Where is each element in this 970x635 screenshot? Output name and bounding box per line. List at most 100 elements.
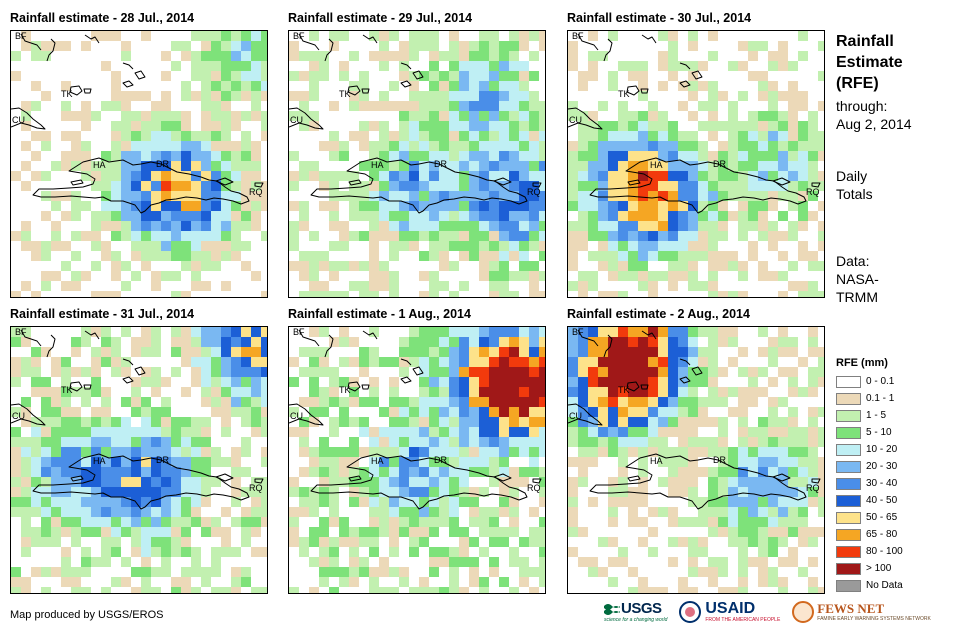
rainfall-cell	[379, 31, 389, 41]
rainfall-cell	[429, 111, 439, 121]
rainfall-cell	[718, 497, 728, 507]
rainfall-cell	[231, 327, 241, 337]
rainfall-cell	[419, 131, 429, 141]
rainfall-cell	[91, 31, 101, 41]
rainfall-cell	[648, 281, 658, 291]
rainfall-cell	[289, 231, 299, 241]
rainfall-cell	[748, 181, 758, 191]
rainfall-cell	[718, 397, 728, 407]
rainfall-cell	[618, 447, 628, 457]
rainfall-cell	[251, 427, 261, 437]
rainfall-cell	[71, 587, 81, 593]
rainfall-cell	[211, 151, 221, 161]
rainfall-cell	[201, 131, 211, 141]
rainfall-cell	[588, 557, 598, 567]
panel-title-2: Rainfall estimate - 29 Jul., 2014	[288, 11, 473, 25]
rainfall-cell	[241, 221, 251, 231]
rainfall-cell	[379, 281, 389, 291]
rainfall-cell	[658, 447, 668, 457]
rainfall-cell	[778, 497, 788, 507]
rainfall-cell	[688, 417, 698, 427]
rainfall-cell	[11, 377, 21, 387]
rainfall-cell	[171, 537, 181, 547]
rainfall-cell	[101, 477, 111, 487]
rainfall-cell	[818, 467, 824, 477]
rainfall-cell	[161, 507, 171, 517]
rainfall-cell	[459, 241, 469, 251]
rainfall-cell	[241, 71, 251, 81]
rainfall-cell	[379, 407, 389, 417]
rainfall-cell	[588, 141, 598, 151]
rainfall-cell	[191, 211, 201, 221]
rainfall-cell	[738, 211, 748, 221]
rainfall-cell	[758, 91, 768, 101]
rainfall-cell	[788, 221, 798, 231]
rainfall-cell	[499, 457, 509, 467]
rainfall-cell	[668, 447, 678, 457]
rainfall-cell	[688, 181, 698, 191]
rainfall-cell	[678, 587, 688, 593]
rainfall-cell	[171, 547, 181, 557]
rainfall-cell	[171, 121, 181, 131]
rainfall-cell	[728, 327, 738, 337]
rainfall-cell	[708, 241, 718, 251]
rainfall-cell	[191, 547, 201, 557]
rainfall-cell	[71, 271, 81, 281]
rainfall-cell	[379, 61, 389, 71]
rainfall-cell	[221, 347, 231, 357]
rainfall-cell	[399, 141, 409, 151]
rainfall-cell	[469, 497, 479, 507]
rainfall-cell	[489, 151, 499, 161]
rainfall-cell	[499, 261, 509, 271]
rainfall-cell	[41, 487, 51, 497]
rainfall-cell	[509, 81, 519, 91]
rainfall-cell	[459, 427, 469, 437]
rainfall-cell	[241, 437, 251, 447]
coastline-tk1	[347, 381, 361, 392]
rainfall-cell	[101, 537, 111, 547]
rainfall-cell	[608, 377, 618, 387]
rainfall-cell	[638, 387, 648, 397]
rainfall-cell	[708, 387, 718, 397]
rainfall-cell	[31, 131, 41, 141]
rainfall-cell	[309, 587, 319, 593]
rainfall-cell	[469, 111, 479, 121]
rainfall-cell	[409, 231, 419, 241]
rainfall-cell	[588, 201, 598, 211]
rainfall-cell	[678, 337, 688, 347]
rainfall-cell	[61, 357, 71, 367]
rainfall-cell	[499, 41, 509, 51]
rainfall-cell	[161, 121, 171, 131]
rainfall-cell	[231, 211, 241, 221]
rainfall-cell	[678, 327, 688, 337]
rainfall-cell	[568, 141, 578, 151]
rainfall-cell	[509, 347, 519, 357]
rainfall-cell	[289, 357, 299, 367]
rainfall-cell	[469, 457, 479, 467]
rainfall-cell	[718, 211, 728, 221]
rainfall-cell	[539, 377, 545, 387]
rainfall-cell	[708, 191, 718, 201]
rainfall-cell	[101, 161, 111, 171]
rainfall-cell	[211, 397, 221, 407]
rainfall-cell	[181, 327, 191, 337]
rainfall-cell	[778, 337, 788, 347]
rainfall-cell	[181, 231, 191, 241]
rainfall-cell	[588, 457, 598, 467]
rainfall-cell	[748, 141, 758, 151]
rainfall-cell	[289, 261, 299, 271]
rainfall-cell	[31, 251, 41, 261]
rainfall-cell	[519, 567, 529, 577]
rainfall-cell	[211, 81, 221, 91]
rainfall-cell	[121, 161, 131, 171]
rainfall-cell	[529, 101, 539, 111]
rainfall-cell	[171, 367, 181, 377]
rainfall-cell	[708, 497, 718, 507]
rainfall-cell	[728, 211, 738, 221]
rainfall-cell	[429, 191, 439, 201]
rainfall-cell	[578, 211, 588, 221]
rainfall-cell	[181, 357, 191, 367]
rainfall-cell	[698, 201, 708, 211]
rainfall-cell	[469, 181, 479, 191]
rainfall-cell	[818, 527, 824, 537]
